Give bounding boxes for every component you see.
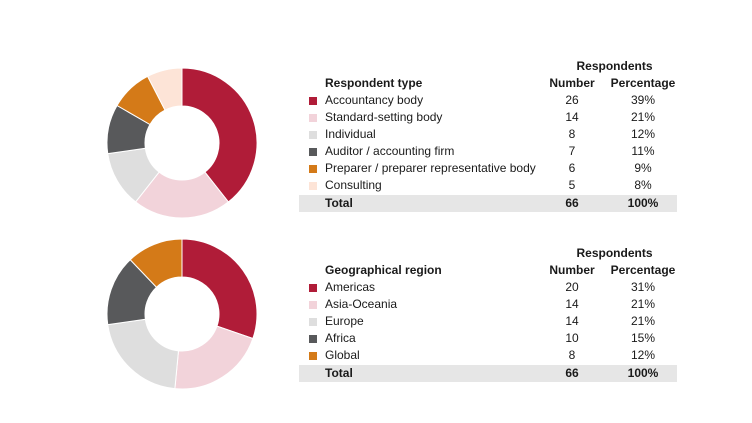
row-percentage: 21%: [630, 314, 656, 328]
number-column-header: Number: [549, 76, 595, 90]
row-percentage: 12%: [630, 127, 656, 141]
row-percentage: 21%: [630, 110, 656, 124]
table-group-header-row: Respondents: [299, 58, 677, 75]
row-number: 10: [565, 331, 579, 345]
row-percentage: 11%: [631, 144, 655, 158]
geographical-region-donut: [106, 238, 258, 390]
row-number: 7: [568, 144, 576, 158]
table-row: Americas 20 31%: [299, 279, 677, 296]
table-row: Preparer / preparer representative body …: [299, 160, 677, 177]
table-column-header-row: Geographical region Number Percentage: [299, 262, 677, 279]
row-label: Preparer / preparer representative body: [325, 161, 536, 175]
row-number: 20: [565, 280, 579, 294]
row-percentage: 12%: [630, 348, 656, 362]
row-label: Europe: [325, 314, 364, 328]
table-row: Global 8 12%: [299, 347, 677, 364]
legend-swatch: [309, 148, 317, 156]
row-label: Americas: [325, 280, 376, 294]
respondents-header: Respondents: [576, 59, 653, 73]
row-label: Auditor / accounting firm: [325, 144, 455, 158]
row-label: Global: [325, 348, 360, 362]
total-percentage: 100%: [627, 366, 659, 380]
legend-swatch: [309, 182, 317, 190]
table-row: Asia-Oceania 14 21%: [299, 296, 677, 313]
row-percentage: 15%: [630, 331, 656, 345]
row-label: Accountancy body: [325, 93, 424, 107]
row-number: 14: [565, 314, 579, 328]
number-column-header: Number: [549, 263, 595, 277]
table-row: Standard-setting body 14 21%: [299, 109, 677, 126]
row-label: Consulting: [325, 178, 382, 192]
legend-swatch: [309, 318, 317, 326]
total-label: Total: [325, 196, 353, 210]
row-number: 14: [565, 297, 579, 311]
donut-slice-asia-oceania: [174, 325, 254, 390]
table-body: Accountancy body 26 39% Standard-setting…: [299, 92, 677, 194]
row-label: Individual: [325, 127, 376, 141]
row-number: 8: [568, 127, 576, 141]
row-percentage: 21%: [630, 297, 656, 311]
geographical-region-donut-svg: [106, 238, 258, 390]
legend-swatch: [309, 335, 317, 343]
total-number: 66: [565, 366, 579, 380]
row-number: 14: [565, 110, 579, 124]
table-row: Auditor / accounting firm 7 11%: [299, 143, 677, 160]
row-percentage: 39%: [630, 93, 656, 107]
donut-slice-americas: [181, 238, 258, 340]
total-label: Total: [325, 366, 353, 380]
total-number: 66: [565, 196, 579, 210]
legend-swatch: [309, 97, 317, 105]
row-label: Africa: [325, 331, 356, 345]
row-label: Asia-Oceania: [325, 297, 398, 311]
respondents-header: Respondents: [576, 246, 653, 260]
percentage-column-header: Percentage: [610, 263, 676, 277]
table-row: Europe 14 21%: [299, 313, 677, 330]
legend-swatch: [309, 165, 317, 173]
legend-swatch: [309, 114, 317, 122]
row-number: 6: [568, 161, 576, 175]
donut-slice-global: [129, 238, 183, 288]
table-column-header-row: Respondent type Number Percentage: [299, 75, 677, 92]
respondent-type-donut: [106, 67, 258, 219]
row-number: 8: [568, 348, 576, 362]
percentage-column-header: Percentage: [610, 76, 676, 90]
row-label: Standard-setting body: [325, 110, 443, 124]
respondent-type-donut-svg: [106, 67, 258, 219]
row-number: 5: [568, 178, 576, 192]
donut-slice-accountancy-body: [181, 67, 258, 203]
row-percentage: 31%: [630, 280, 656, 294]
total-row: Total 66 100%: [299, 365, 677, 382]
respondent-type-table: Respondents Respondent type Number Perce…: [299, 58, 677, 212]
legend-swatch: [309, 284, 317, 292]
legend-swatch: [309, 131, 317, 139]
table-row: Accountancy body 26 39%: [299, 92, 677, 109]
table-group-header-row: Respondents: [299, 245, 677, 262]
table-row: Consulting 5 8%: [299, 177, 677, 194]
table-row: Individual 8 12%: [299, 126, 677, 143]
label-column-header: Respondent type: [325, 76, 423, 90]
donut-slice-consulting: [146, 67, 183, 111]
legend-swatch: [309, 352, 317, 360]
table-row: Africa 10 15%: [299, 330, 677, 347]
geographical-region-table: Respondents Geographical region Number P…: [299, 245, 677, 382]
donut-slice-europe: [107, 318, 180, 390]
label-column-header: Geographical region: [325, 263, 442, 277]
legend-swatch: [309, 301, 317, 309]
row-percentage: 9%: [634, 161, 652, 175]
total-row: Total 66 100%: [299, 195, 677, 212]
row-number: 26: [565, 93, 579, 107]
table-body: Americas 20 31% Asia-Oceania 14 21% Euro…: [299, 279, 677, 364]
row-percentage: 8%: [634, 178, 652, 192]
total-percentage: 100%: [627, 196, 659, 210]
